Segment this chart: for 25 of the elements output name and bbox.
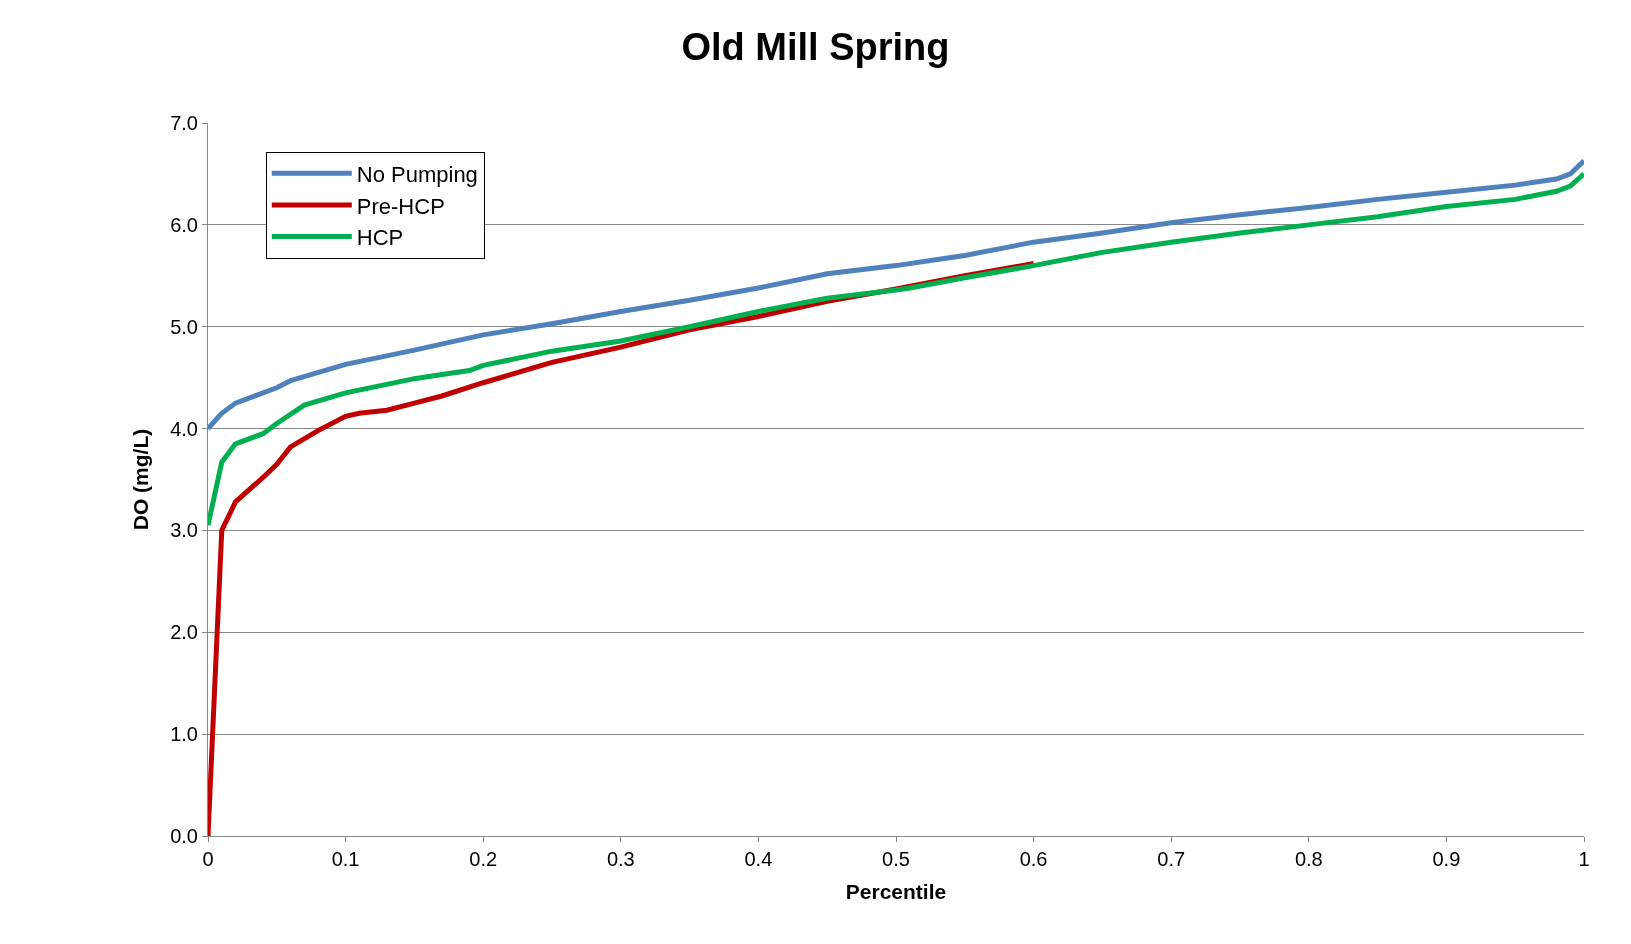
y-tick-label: 0.0 [170,825,198,847]
y-tick-label: 2.0 [170,621,198,644]
x-tick-label: 0.1 [331,848,360,870]
x-tick-label: 0.7 [1157,848,1186,870]
x-tick-label: 0.9 [1432,848,1461,870]
x-tick-label: 0.6 [1019,848,1048,870]
legend-label: HCP [356,225,404,251]
y-tick-label: 3.0 [170,519,198,542]
x-tick-label: 0 [202,848,214,870]
x-axis-title: Percentile [845,880,947,904]
chart-title: Old Mill Spring [681,25,950,68]
x-tick-label: 0.2 [469,848,498,870]
x-tick-label: 0.5 [882,848,910,870]
y-tick-label: 5.0 [170,315,198,338]
x-tick-label: 0.4 [744,848,773,870]
y-tick-label: 1.0 [170,723,198,746]
legend-label: Pre-HCP [356,193,445,219]
y-tick-label: 4.0 [170,417,198,440]
x-tick-label: 1 [1578,848,1590,870]
y-tick-label: 6.0 [170,213,198,236]
y-tick-label: 7.0 [170,112,198,134]
legend-label: No Pumping [356,161,478,187]
x-tick-label: 0.8 [1294,848,1323,870]
x-tick-label: 0.3 [606,848,635,870]
y-axis-title: DO (mg/L) [129,428,153,531]
